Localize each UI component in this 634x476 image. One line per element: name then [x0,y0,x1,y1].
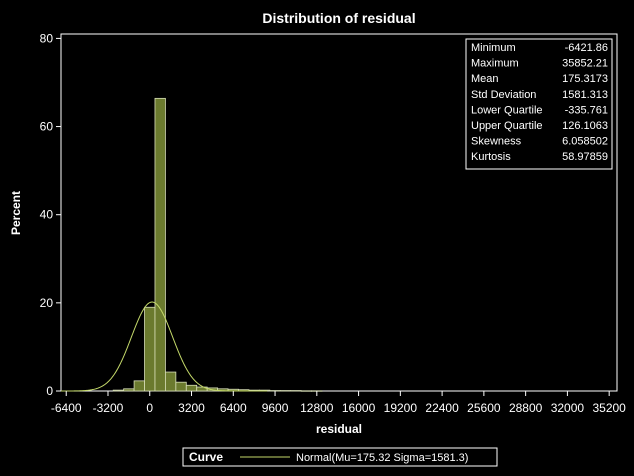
y-tick-label: 40 [40,208,54,222]
x-tick-label: 0 [146,401,153,415]
plot-frame [60,33,618,392]
stat-value: 35852.21 [562,58,608,70]
legend-frame [182,447,498,467]
x-tick-label: -6400 [51,401,82,415]
x-axis: -6400 -3200 0 3200 6400 9600 12800 16000 19200 22… [51,391,626,415]
histogram-bar [154,97,166,392]
stat-label: Lower Quartile [471,104,543,116]
y-axis-label: Percent [9,191,23,235]
y-tick-label: 20 [40,296,54,310]
x-tick-label: 12800 [300,401,334,415]
stat-value: 175.3173 [562,73,608,85]
legend-heading: Curve [189,450,223,464]
stat-value: -6421.86 [565,42,608,54]
x-tick-label: 16000 [342,401,376,415]
y-tick-label: 80 [40,31,54,45]
histogram-bar [165,371,177,392]
histogram-bar [144,306,156,392]
x-tick-label: -3200 [93,401,124,415]
x-tick-label: 35200 [592,401,626,415]
histogram-bar [175,381,187,392]
x-tick-label: 19200 [384,401,418,415]
stat-value: -335.761 [565,104,608,116]
stat-label: Skewness [471,136,522,148]
histogram-bars [112,97,323,392]
statistics-box: Minimum -6421.86 Maximum 35852.21 Mean 175.31… [465,38,613,170]
chart-title: Distribution of residual [262,10,415,26]
histogram-bar [133,380,145,392]
stat-label: Minimum [471,42,516,54]
x-tick-label: 6400 [220,401,247,415]
y-tick-label: 60 [40,120,54,134]
stat-value: 58.97859 [562,151,608,163]
x-tick-label: 22400 [425,401,459,415]
histogram-bar [185,384,198,392]
stat-value: 6.058502 [562,136,608,148]
stat-label: Std Deviation [471,89,536,101]
plot-area [60,33,618,392]
x-tick-label: 9600 [262,401,289,415]
stat-label: Maximum [471,58,519,70]
legend: Curve Normal(Mu=175.32 Sigma=1581.3) [182,447,498,467]
histogram-bar [300,390,312,392]
y-tick-label: 0 [46,384,53,398]
histogram-bar [279,390,292,392]
stat-label: Upper Quartile [471,120,543,132]
y-axis: 0 20 40 60 80 [40,31,61,398]
histogram-bar [290,390,302,392]
statistics-rows: Minimum -6421.86 Maximum 35852.21 Mean 175.31… [471,42,608,163]
stat-label: Kurtosis [471,151,511,163]
histogram-bar [269,390,281,392]
x-tick-label: 32000 [551,401,585,415]
histogram-bar [123,388,135,392]
stat-value: 1581.313 [562,89,608,101]
x-axis-label: residual [316,422,362,436]
stat-label: Mean [471,73,499,85]
x-tick-label: 25600 [467,401,501,415]
statistics-box-frame [465,38,613,170]
stat-value: 126.1063 [562,120,608,132]
histogram-bar [112,389,125,392]
normal-curve [61,301,268,392]
x-tick-label: 28800 [509,401,543,415]
legend-entry: Normal(Mu=175.32 Sigma=1581.3) [296,452,468,464]
x-tick-label: 3200 [178,401,205,415]
